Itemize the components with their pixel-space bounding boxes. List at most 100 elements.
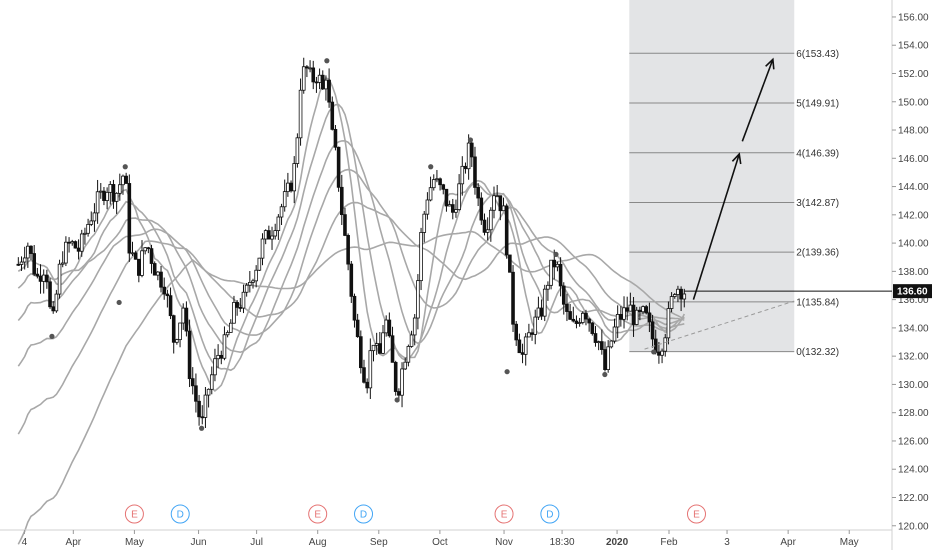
candle bbox=[19, 256, 24, 271]
candle bbox=[352, 293, 357, 328]
candle bbox=[248, 271, 252, 293]
candle bbox=[593, 326, 598, 347]
candle bbox=[254, 265, 258, 288]
candle bbox=[634, 306, 639, 326]
svg-text:D: D bbox=[546, 510, 553, 521]
candle bbox=[622, 296, 626, 329]
candle bbox=[64, 236, 68, 267]
candle bbox=[178, 322, 182, 348]
moving-average-line bbox=[17, 230, 685, 545]
candle bbox=[609, 340, 614, 349]
candle bbox=[542, 284, 547, 322]
candle bbox=[162, 277, 167, 300]
candle bbox=[79, 229, 84, 257]
candle bbox=[425, 192, 430, 220]
candle bbox=[460, 156, 465, 196]
dashed-trendline[interactable] bbox=[644, 300, 795, 350]
price-tick-label: 154.00 bbox=[898, 41, 929, 52]
candle bbox=[476, 183, 480, 207]
candle bbox=[118, 173, 122, 201]
candle bbox=[368, 338, 373, 399]
candle bbox=[124, 172, 128, 184]
earnings-badge[interactable]: E bbox=[494, 504, 514, 524]
candle bbox=[409, 330, 414, 348]
candle bbox=[235, 300, 239, 316]
candle bbox=[647, 302, 652, 333]
svg-text:D: D bbox=[360, 510, 367, 521]
candle bbox=[612, 318, 617, 344]
price-axis[interactable]: 120.00 122.00 124.00 126.00 128.00 130.00 132.… bbox=[684, 0, 932, 550]
earnings-badge[interactable]: E bbox=[686, 504, 706, 524]
candle bbox=[504, 203, 509, 259]
candle bbox=[314, 76, 319, 93]
candle bbox=[140, 240, 144, 278]
price-tick-label: 138.00 bbox=[898, 267, 929, 278]
candle bbox=[327, 68, 331, 108]
candle bbox=[536, 296, 541, 320]
time-tick-label: Apr bbox=[780, 537, 796, 548]
projection-arrow[interactable] bbox=[692, 152, 742, 300]
candle bbox=[371, 344, 376, 362]
moving-average-line bbox=[17, 103, 685, 372]
time-tick-label: May bbox=[125, 537, 144, 548]
candle bbox=[355, 313, 360, 338]
candle bbox=[251, 278, 255, 289]
fib-level-label: 5(149.91) bbox=[796, 99, 839, 110]
candle bbox=[530, 328, 534, 341]
candle bbox=[257, 257, 262, 272]
candle bbox=[444, 188, 449, 212]
candle bbox=[650, 315, 655, 348]
time-tick-label: Apr bbox=[66, 537, 82, 548]
candle bbox=[596, 340, 601, 351]
fib-level-label: 6(153.43) bbox=[796, 49, 839, 60]
candle bbox=[498, 195, 503, 221]
fib-zone-shade bbox=[629, 0, 795, 352]
candle bbox=[279, 203, 284, 226]
candle bbox=[16, 257, 21, 266]
candle bbox=[527, 323, 531, 338]
time-tick-label: Nov bbox=[495, 537, 513, 548]
price-tick-label: 132.00 bbox=[898, 352, 929, 363]
time-tick-label: Sep bbox=[370, 537, 388, 548]
earnings-badge[interactable]: E bbox=[308, 504, 328, 524]
candle bbox=[137, 258, 141, 283]
dividend-badge[interactable]: D bbox=[540, 504, 560, 524]
candle bbox=[663, 333, 668, 357]
candle bbox=[571, 306, 576, 323]
pivot-marker bbox=[651, 349, 657, 355]
candle bbox=[206, 388, 211, 408]
candle bbox=[660, 348, 664, 364]
candle bbox=[565, 293, 569, 322]
candle bbox=[282, 179, 287, 212]
time-tick-label: 3 bbox=[724, 537, 730, 548]
time-tick-label: May bbox=[840, 537, 859, 548]
dividend-badge[interactable]: D bbox=[170, 504, 190, 524]
earnings-badge[interactable]: E bbox=[124, 504, 144, 524]
price-tick-label: 122.00 bbox=[898, 493, 929, 504]
pivot-marker bbox=[553, 251, 559, 257]
candle bbox=[349, 261, 354, 303]
candle bbox=[419, 227, 423, 291]
candle bbox=[295, 133, 300, 168]
candle bbox=[393, 360, 398, 396]
projection-arrow[interactable] bbox=[741, 57, 775, 142]
dividend-badge[interactable]: D bbox=[354, 504, 374, 524]
candle bbox=[86, 218, 90, 237]
candle bbox=[298, 78, 303, 146]
candle bbox=[165, 289, 170, 308]
pivot-marker bbox=[504, 369, 510, 375]
candle bbox=[108, 181, 113, 205]
candle bbox=[600, 329, 604, 355]
candle bbox=[406, 344, 411, 367]
candle bbox=[492, 186, 496, 219]
price-tick-label: 150.00 bbox=[898, 97, 929, 108]
time-axis[interactable]: 4 Apr May Jun Jul Aug Sep Oct Nov 18:30 2020 Feb 3 Ap… bbox=[0, 529, 892, 548]
candle bbox=[263, 229, 268, 245]
candle bbox=[381, 325, 385, 355]
candle bbox=[390, 326, 395, 363]
candle bbox=[669, 292, 674, 313]
extreme-marker-layer bbox=[49, 58, 657, 431]
candle-layer bbox=[16, 57, 687, 428]
